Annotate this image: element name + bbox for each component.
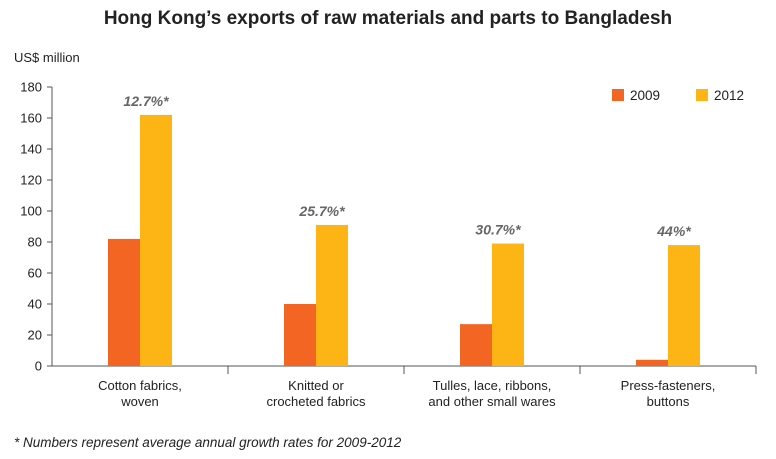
- x-category-label: Knitted or: [288, 378, 344, 393]
- x-category-label: woven: [120, 394, 159, 409]
- bar-2009: [460, 324, 492, 366]
- legend-label-2009: 2009: [630, 88, 660, 103]
- x-category-label: Press-fasteners,: [621, 378, 716, 393]
- x-category-label: Tulles, lace, ribbons,: [433, 378, 552, 393]
- growth-rate-label: 30.7%*: [475, 222, 521, 238]
- x-category-label: crocheted fabrics: [267, 394, 366, 409]
- legend-swatch-2009: [612, 89, 624, 101]
- legend-swatch-2012: [696, 89, 708, 101]
- bar-2012: [316, 224, 348, 366]
- growth-rate-label: 12.7%*: [123, 93, 169, 109]
- y-tick-label: 0: [35, 359, 42, 374]
- chart-title: Hong Kong’s exports of raw materials and…: [103, 8, 673, 29]
- bar-2009: [284, 304, 316, 366]
- y-tick-label: 180: [20, 80, 42, 95]
- bar-2012: [668, 245, 700, 366]
- bar-2009: [636, 359, 668, 366]
- bar-2012: [140, 114, 172, 367]
- y-tick-label: 140: [20, 142, 42, 157]
- x-category-label: buttons: [647, 394, 690, 409]
- y-tick-label: 100: [20, 204, 42, 219]
- footnote: * Numbers represent average annual growt…: [14, 435, 402, 450]
- y-tick-label: 120: [20, 173, 42, 188]
- growth-rate-label: 44%*: [656, 223, 691, 239]
- growth-rate-label: 25.7%*: [298, 203, 345, 219]
- y-tick-label: 160: [20, 111, 42, 126]
- y-tick-label: 20: [28, 328, 42, 343]
- x-category-label: and other small wares: [428, 394, 556, 409]
- y-axis-unit-label: US$ million: [14, 50, 80, 65]
- bar-2012: [492, 243, 524, 366]
- y-tick-label: 40: [28, 297, 42, 312]
- bar-2009: [108, 238, 140, 366]
- y-tick-label: 80: [28, 235, 42, 250]
- legend-label-2012: 2012: [714, 88, 744, 103]
- y-tick-label: 60: [28, 266, 42, 281]
- x-category-label: Cotton fabrics,: [98, 378, 182, 393]
